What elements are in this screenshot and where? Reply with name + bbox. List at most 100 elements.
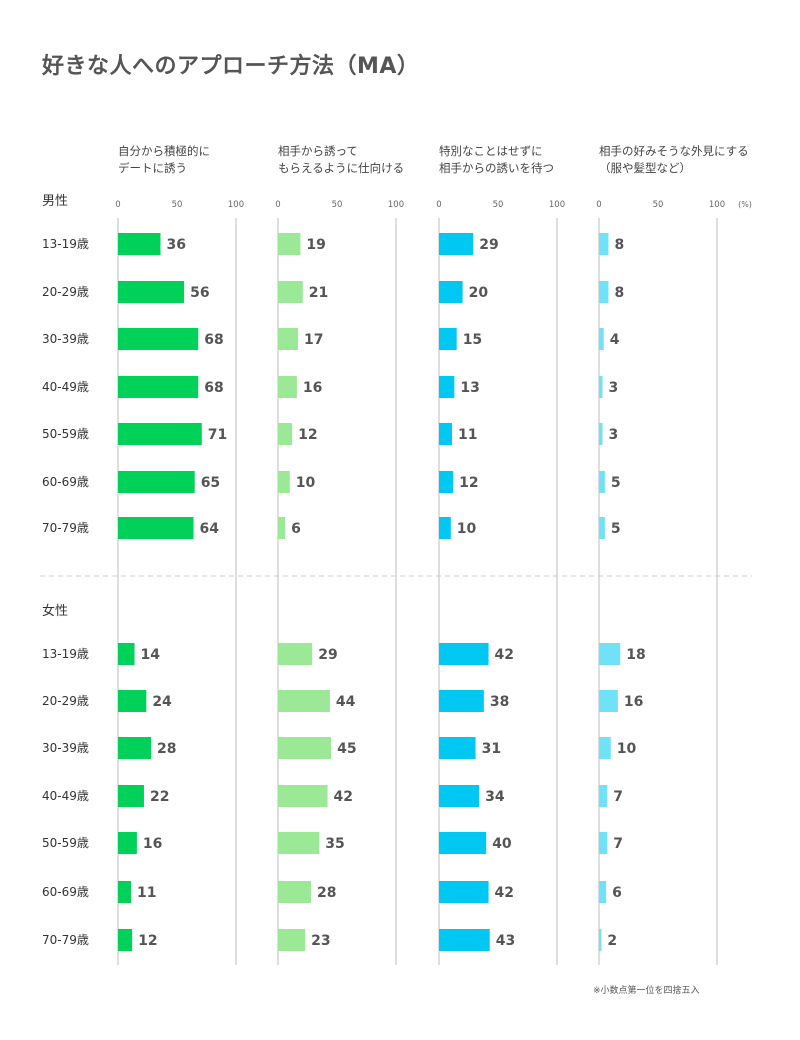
data-label: 16	[143, 836, 162, 852]
bar	[439, 785, 480, 807]
bar	[439, 690, 484, 712]
data-label: 36	[166, 237, 185, 253]
bar	[599, 690, 618, 712]
data-label: 19	[306, 237, 325, 253]
bar	[439, 233, 474, 255]
row-label: 13-19歳	[42, 647, 89, 661]
data-label: 3	[609, 427, 619, 443]
data-label: 14	[141, 647, 161, 663]
tick-label: 50	[332, 200, 343, 210]
tick-label: 0	[275, 200, 280, 210]
row-label: 70-79歳	[42, 521, 89, 535]
data-label: 34	[485, 789, 505, 805]
data-label: 15	[463, 332, 482, 348]
data-label: 5	[611, 475, 621, 491]
data-label: 42	[495, 885, 514, 901]
tick-label: 0	[596, 200, 601, 210]
tick-label: 50	[172, 200, 183, 210]
tick-label: 100	[388, 200, 404, 210]
tick-label: 100	[228, 200, 244, 210]
bar	[439, 423, 452, 445]
data-label: 18	[626, 647, 645, 663]
row-label: 70-79歳	[42, 933, 89, 947]
row-label: 40-49歳	[42, 789, 89, 803]
column-header-line2: もらえるように仕向ける	[278, 161, 405, 175]
data-label: 56	[190, 285, 209, 301]
bar	[599, 328, 604, 350]
bar	[599, 929, 602, 951]
row-label: 40-49歳	[42, 380, 89, 394]
data-label: 3	[609, 380, 619, 396]
bar	[118, 785, 144, 807]
footnote: ※小数点第一位を四捨五入	[593, 986, 700, 996]
bar	[599, 376, 603, 398]
data-label: 10	[457, 521, 477, 537]
data-label: 64	[200, 521, 220, 537]
data-label: 43	[496, 933, 515, 949]
unit-label: (%)	[738, 200, 752, 209]
data-label: 6	[612, 885, 622, 901]
bar	[118, 517, 194, 539]
tick-label: 0	[436, 200, 441, 210]
bar	[278, 929, 306, 951]
bar	[599, 737, 611, 759]
bar	[599, 233, 609, 255]
data-label: 2	[607, 933, 617, 949]
row-label: 60-69歳	[42, 885, 89, 899]
bar	[118, 281, 185, 303]
bar	[439, 471, 454, 493]
bar	[439, 832, 487, 854]
bar	[278, 328, 299, 350]
data-label: 29	[479, 237, 498, 253]
bar	[278, 690, 330, 712]
data-label: 35	[325, 836, 344, 852]
bar	[278, 233, 301, 255]
data-label: 12	[138, 933, 157, 949]
data-label: 13	[460, 380, 479, 396]
column-header-line2: デートに誘う	[118, 161, 187, 175]
data-label: 10	[617, 741, 637, 757]
row-label: 20-29歳	[42, 694, 89, 708]
data-label: 68	[204, 332, 223, 348]
data-label: 28	[157, 741, 176, 757]
data-label: 28	[317, 885, 336, 901]
data-label: 10	[296, 475, 316, 491]
data-label: 20	[469, 285, 489, 301]
tick-label: 50	[653, 200, 664, 210]
data-label: 8	[614, 237, 624, 253]
tick-label: 100	[709, 200, 725, 210]
chart-title: 好きな人へのアプローチ方法（MA）	[42, 54, 420, 79]
data-label: 12	[298, 427, 317, 443]
column-header-line1: 相手から誘って	[278, 144, 358, 158]
bar	[118, 832, 137, 854]
column-header-line1: 相手の好みそうな外見にする	[599, 144, 749, 158]
column-header-2: 相手から誘って もらえるように仕向ける	[278, 143, 404, 177]
tick-label: 0	[115, 200, 120, 210]
bar	[118, 423, 202, 445]
data-label: 4	[610, 332, 620, 348]
bar	[439, 881, 489, 903]
data-label: 42	[495, 647, 514, 663]
bar	[599, 281, 609, 303]
tick-label: 100	[549, 200, 565, 210]
data-label: 45	[337, 741, 356, 757]
bar	[278, 881, 312, 903]
bar	[439, 328, 457, 350]
bar	[599, 517, 605, 539]
row-label: 30-39歳	[42, 741, 89, 755]
data-label: 5	[611, 521, 621, 537]
data-label: 11	[137, 885, 156, 901]
data-label: 7	[613, 789, 623, 805]
bar	[118, 328, 199, 350]
tick-label: 50	[493, 200, 504, 210]
data-label: 38	[490, 694, 509, 710]
row-label: 50-59歳	[42, 836, 89, 850]
bar	[439, 281, 463, 303]
bar	[278, 832, 320, 854]
group-label: 男性	[42, 194, 68, 209]
bar	[118, 737, 152, 759]
data-label: 11	[458, 427, 477, 443]
data-label: 16	[624, 694, 643, 710]
group-label: 女性	[42, 603, 68, 619]
